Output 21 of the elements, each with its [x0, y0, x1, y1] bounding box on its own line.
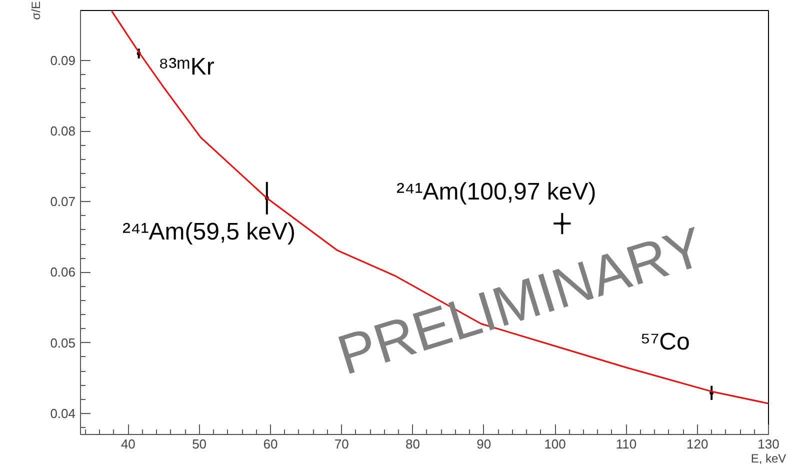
x-tick-label: 80 [406, 436, 420, 452]
annotation: ⁸³ᵐKr [158, 54, 214, 80]
x-tick-label: 90 [476, 436, 492, 452]
x-tick-label: 70 [334, 436, 349, 452]
x-axis-title: E, keV [750, 452, 786, 466]
y-axis-title: σ/E [29, 1, 44, 20]
y-tick-label: 0.05 [50, 335, 76, 350]
x-tick-label: 40 [120, 436, 136, 452]
y-tick-label: 0.09 [50, 53, 76, 68]
x-tick-label: 110 [616, 436, 637, 452]
y-tick-label: 0.07 [50, 194, 76, 210]
x-tick-label: 120 [686, 436, 708, 452]
y-tick-label: 0.04 [50, 406, 76, 421]
x-tick-label: 130 [758, 436, 780, 452]
x-tick-label: 50 [192, 436, 207, 452]
y-tick-label: 0.06 [50, 264, 76, 280]
annotation: ²⁴¹Am(59,5 keV) [122, 218, 296, 246]
x-tick-label: 100 [544, 436, 566, 452]
y-tick-label: 0.08 [50, 124, 76, 139]
x-tick-label: 60 [263, 436, 278, 452]
annotation: ²⁴¹Am(100,97 keV) [396, 178, 596, 206]
